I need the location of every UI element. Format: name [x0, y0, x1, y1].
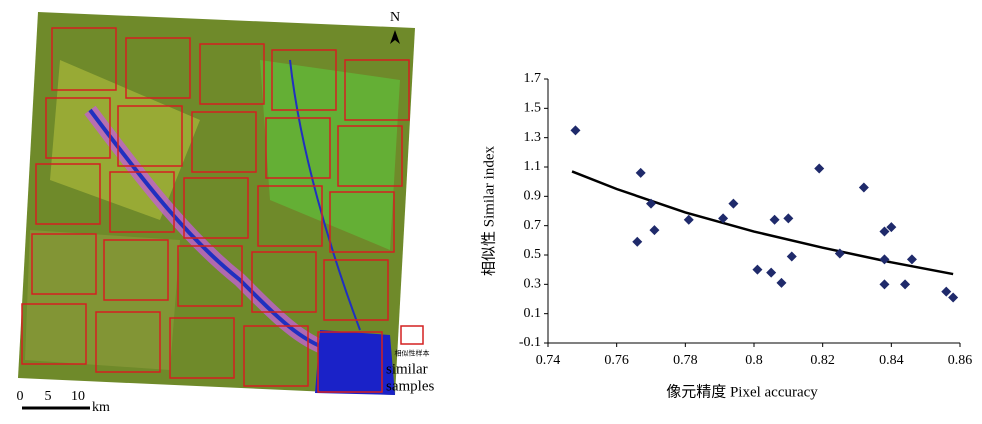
x-tick-label: 0.74 [536, 353, 561, 368]
x-tick-label: 0.84 [879, 353, 904, 368]
data-point [649, 225, 659, 235]
x-tick-label: 0.78 [673, 353, 698, 368]
data-point [783, 213, 793, 223]
x-tick-label: 0.8 [745, 353, 763, 368]
y-tick-label: 0.5 [524, 247, 542, 262]
x-tick-label: 0.76 [604, 353, 629, 368]
y-tick-label: 0.9 [524, 189, 542, 204]
data-point [684, 215, 694, 225]
y-tick-label: 1.5 [524, 101, 542, 116]
data-point [948, 293, 958, 303]
legend-label: samples [386, 378, 434, 394]
data-point [814, 163, 824, 173]
data-point [728, 199, 738, 209]
y-axis-label: 相似性 Similar index [480, 146, 497, 276]
y-tick-label: 1.1 [524, 159, 542, 174]
y-tick-label: 0.7 [524, 218, 542, 233]
map-water [315, 330, 395, 395]
scale-label: 10 [71, 389, 85, 404]
scale-label: 5 [45, 389, 52, 404]
data-point [941, 287, 951, 297]
data-point [879, 279, 889, 289]
data-point [766, 268, 776, 278]
y-tick-label: 0.3 [524, 277, 542, 292]
legend-label-cn: 相似性样本 [395, 349, 430, 358]
data-point [770, 215, 780, 225]
y-tick-label: -0.1 [519, 335, 541, 350]
y-tick-label: 0.1 [524, 306, 542, 321]
x-axis-label: 像元精度 Pixel accuracy [666, 383, 818, 400]
scale-unit: km [92, 400, 110, 415]
y-tick-label: 1.3 [524, 130, 542, 145]
x-tick-label: 0.82 [810, 353, 835, 368]
data-point [787, 251, 797, 261]
legend-swatch [401, 326, 423, 344]
data-point [632, 237, 642, 247]
data-point [900, 279, 910, 289]
scale-label: 0 [17, 389, 24, 404]
data-point [776, 278, 786, 288]
trend-line [572, 171, 953, 274]
legend-label: similar [386, 361, 428, 377]
data-point [907, 254, 917, 264]
data-point [570, 125, 580, 135]
y-tick-label: 1.7 [524, 71, 542, 86]
x-tick-label: 0.86 [948, 353, 973, 368]
scatter-chart: 像元精度 Pixel accuracy 相似性 Similar index -0… [480, 71, 972, 400]
data-point [859, 183, 869, 193]
data-point [636, 168, 646, 178]
data-point [879, 254, 889, 264]
satellite-map: N 0 5 10 km 相似性样本 similar samples [17, 10, 435, 415]
figure: N 0 5 10 km 相似性样本 similar samples 像元精度 P… [0, 0, 982, 419]
north-label: N [390, 10, 400, 25]
data-point [752, 265, 762, 275]
